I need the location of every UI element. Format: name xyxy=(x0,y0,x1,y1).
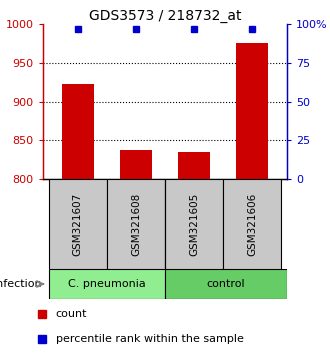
Bar xyxy=(49,269,165,299)
Bar xyxy=(120,149,152,179)
Bar xyxy=(223,179,281,269)
Title: GDS3573 / 218732_at: GDS3573 / 218732_at xyxy=(89,9,241,23)
Bar xyxy=(236,44,268,179)
Text: control: control xyxy=(207,279,246,289)
Text: GSM321606: GSM321606 xyxy=(247,192,257,256)
Bar xyxy=(62,85,94,179)
Text: GSM321605: GSM321605 xyxy=(189,192,199,256)
Text: GSM321607: GSM321607 xyxy=(73,192,83,256)
Bar xyxy=(165,179,223,269)
Bar xyxy=(49,179,107,269)
Text: infection: infection xyxy=(0,279,42,289)
Bar xyxy=(165,269,287,299)
Text: GSM321608: GSM321608 xyxy=(131,192,141,256)
Bar xyxy=(107,179,165,269)
Bar xyxy=(178,152,210,179)
Text: C. pneumonia: C. pneumonia xyxy=(68,279,146,289)
Text: percentile rank within the sample: percentile rank within the sample xyxy=(56,333,244,344)
Text: count: count xyxy=(56,309,87,319)
